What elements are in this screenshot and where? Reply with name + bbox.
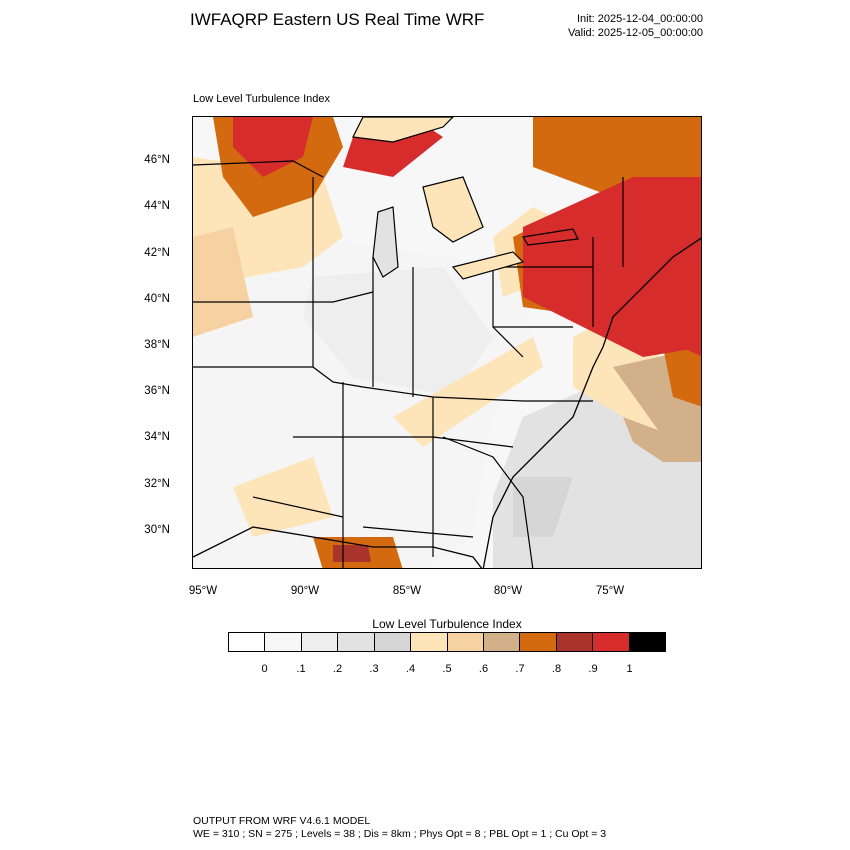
lake-ontario (522, 228, 579, 246)
footer-model: OUTPUT FROM WRF V4.6.1 MODEL (193, 815, 371, 827)
colorbar (228, 632, 666, 652)
gulf-coastline (193, 526, 483, 568)
turbulence-map (192, 116, 702, 569)
field-offshore-tan-2 (623, 417, 701, 462)
lat-label: 38°N (144, 339, 170, 351)
colorbar-box (447, 633, 484, 651)
lon-label: 75°W (595, 585, 625, 597)
colorbar-box (229, 633, 266, 651)
lake-erie (451, 251, 525, 280)
lat-label: 44°N (144, 200, 170, 212)
field-gulf-darkred (333, 545, 371, 562)
lat-label: 40°N (144, 293, 170, 305)
colorbar-tick-label: 0 (261, 663, 268, 675)
colorbar-tick-label: .3 (369, 663, 379, 675)
colorbar-box (483, 633, 521, 651)
colorbar-box (301, 633, 339, 651)
colorbar-box (374, 633, 412, 651)
colorbar-box (411, 633, 448, 651)
lat-label: 46°N (144, 154, 170, 166)
colorbar-box (629, 633, 666, 651)
lon-label: 90°W (290, 585, 320, 597)
lat-label: 36°N (144, 385, 170, 397)
colorbar-tick-label: .9 (588, 663, 598, 675)
field-coastal (513, 477, 573, 537)
map-canvas (193, 117, 701, 568)
lat-label: 32°N (144, 478, 170, 490)
footer-config: WE = 310 ; SN = 275 ; Levels = 38 ; Dis … (193, 828, 607, 840)
lon-label: 80°W (493, 585, 523, 597)
chart-title: IWFAQRP Eastern US Real Time WRF (190, 10, 485, 29)
colorbar-tick-label: 1 (626, 663, 633, 675)
lat-label: 30°N (144, 524, 170, 536)
init-time: Init: 2025-12-04_00:00:00 (577, 13, 703, 25)
colorbar-tick-label: .1 (296, 663, 306, 675)
colorbar-title: Low Level Turbulence Index (372, 617, 522, 631)
lake-superior (352, 117, 454, 143)
colorbar-box (593, 633, 630, 651)
lake-huron (422, 176, 484, 243)
field-appalachian (393, 337, 543, 447)
colorbar-box (520, 633, 557, 651)
field-gulf-inland (233, 457, 333, 537)
lake-michigan (372, 206, 399, 278)
lat-label: 34°N (144, 431, 170, 443)
field-midwest (303, 267, 493, 397)
state-borders (193, 160, 624, 568)
colorbar-box (338, 633, 375, 651)
colorbar-box (556, 633, 594, 651)
lon-label: 85°W (392, 585, 422, 597)
colorbar-tick-label: .6 (478, 663, 489, 675)
colorbar-tick-label: .7 (515, 663, 525, 675)
atlantic-coastline (482, 237, 701, 568)
lat-label: 42°N (144, 247, 170, 259)
colorbar-tick-label: .5 (442, 663, 452, 675)
colorbar-tick-label: .8 (551, 663, 562, 675)
field-west-edge (193, 227, 253, 337)
lon-label: 95°W (188, 585, 218, 597)
colorbar-tick-label: .2 (332, 663, 343, 675)
field-offshore-orange (663, 337, 701, 407)
panel-label: Low Level Turbulence Index (193, 93, 330, 105)
valid-time: Valid: 2025-12-05_00:00:00 (568, 27, 703, 39)
colorbar-tick-label: .4 (405, 663, 416, 675)
colorbar-box (265, 633, 302, 651)
field-atlantic-red (613, 197, 701, 357)
